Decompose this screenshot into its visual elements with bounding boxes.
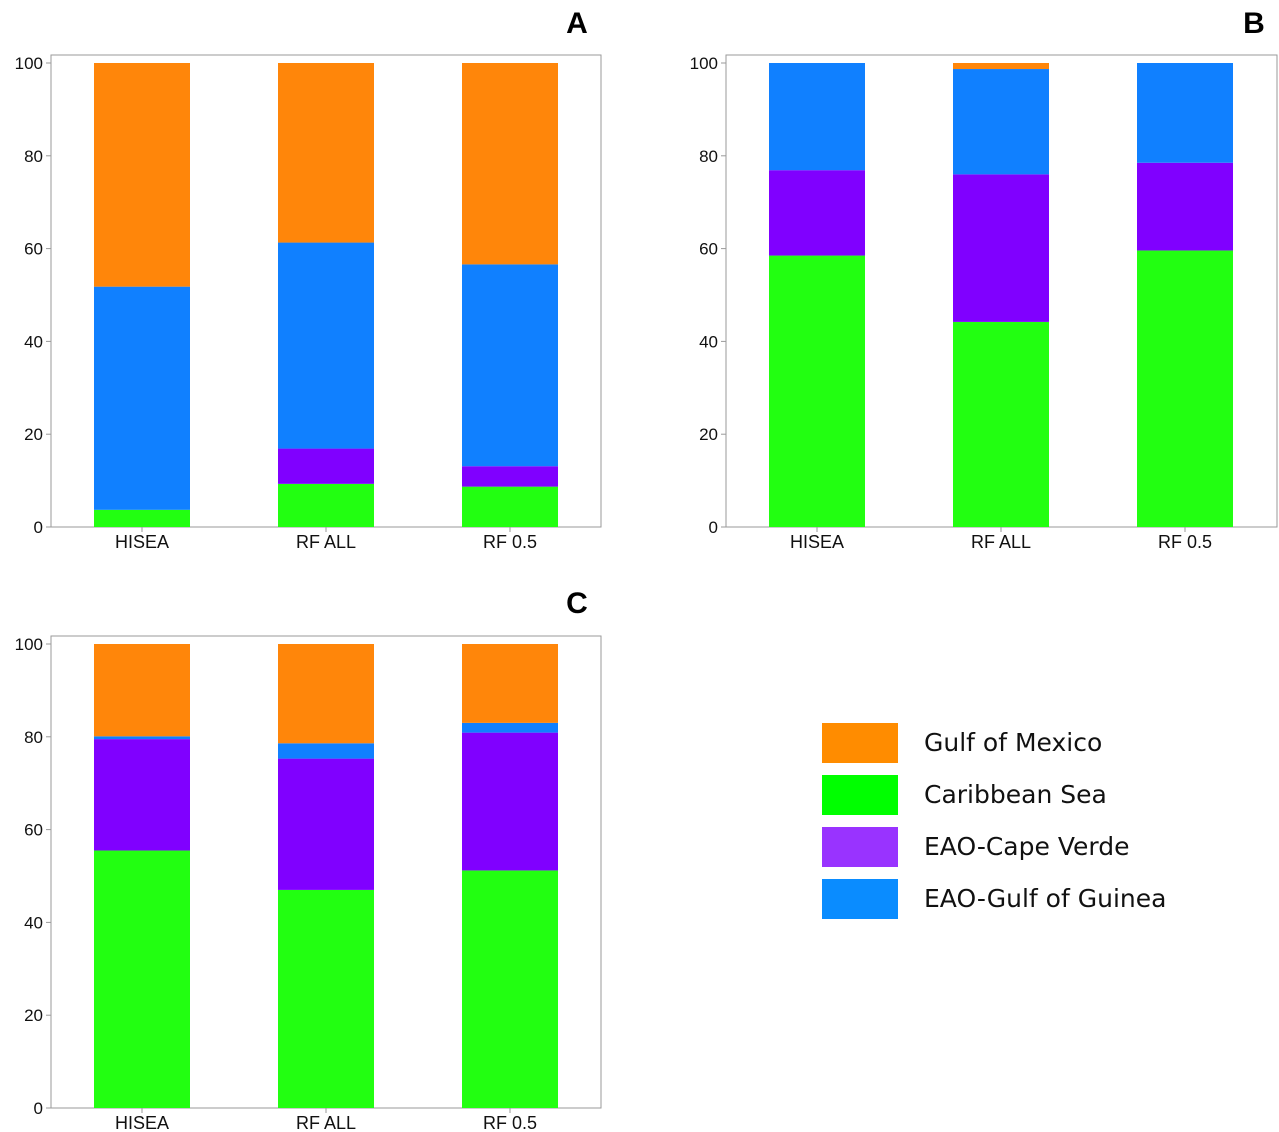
x-category-label: HISEA <box>115 1113 169 1132</box>
y-tick-label: 0 <box>709 518 718 537</box>
x-category-label: RF 0.5 <box>1158 532 1212 552</box>
y-tick-label: 80 <box>24 147 43 166</box>
bar-segment-eao-gulf-of-guinea <box>94 286 190 510</box>
x-category-label: RF 0.5 <box>483 1113 537 1132</box>
panel-letter: B <box>1243 7 1265 40</box>
bar-segment-eao-gulf-of-guinea <box>462 722 558 733</box>
y-tick-label: 20 <box>24 425 43 444</box>
bar-segment-eao-gulf-of-guinea <box>953 69 1049 175</box>
bar-segment-eao-cape-verde <box>769 170 865 256</box>
y-tick-label: 0 <box>34 518 43 537</box>
chart-panel-b: B 0 20 40 60 80 100 HISEA RF ALL RF 0.5 <box>690 7 1278 552</box>
bar-segment-eao-gulf-of-guinea <box>278 743 374 759</box>
bar-segment-caribbean-sea <box>462 870 558 1108</box>
bar-segment-gulf-of-mexico <box>278 644 374 744</box>
bar-segment-gulf-of-mexico <box>94 63 190 287</box>
y-tick-label: 100 <box>15 54 43 73</box>
bar-segment-eao-cape-verde <box>462 732 558 871</box>
bar-segment-eao-cape-verde <box>278 758 374 890</box>
legend-swatch-eao-cape-verde <box>822 827 898 867</box>
bar-segment-gulf-of-mexico <box>462 644 558 723</box>
legend-label-eao-gulf-of-guinea: EAO-Gulf of Guinea <box>924 884 1166 913</box>
bar-segment-gulf-of-mexico <box>278 63 374 243</box>
panel-letter: A <box>566 7 588 40</box>
bar-segment-caribbean-sea <box>769 255 865 527</box>
bar-segment-caribbean-sea <box>278 483 374 527</box>
legend-label-gulf-of-mexico: Gulf of Mexico <box>924 728 1102 757</box>
y-tick-label: 60 <box>24 240 43 259</box>
legend-swatch-gulf-of-mexico <box>822 723 898 763</box>
y-tick-label: 60 <box>699 240 718 259</box>
bar-segment-eao-cape-verde <box>94 739 190 851</box>
legend: Gulf of Mexico Caribbean Sea EAO-Cape Verd… <box>822 723 1166 919</box>
bar-segment-eao-gulf-of-guinea <box>278 242 374 449</box>
y-tick-label: 0 <box>34 1099 43 1118</box>
bar-segment-gulf-of-mexico <box>94 644 190 737</box>
y-tick-label: 100 <box>15 635 43 654</box>
bar-segment-gulf-of-mexico <box>462 63 558 265</box>
x-category-label: RF ALL <box>296 532 356 552</box>
x-category-label: RF 0.5 <box>483 532 537 552</box>
y-tick-label: 20 <box>699 425 718 444</box>
y-tick-label: 60 <box>24 821 43 840</box>
x-category-label: HISEA <box>790 532 844 552</box>
bar-segment-eao-gulf-of-guinea <box>462 264 558 467</box>
chart-panel-c: C 0 20 40 60 80 100 HISEA RF ALL RF 0.5 <box>15 587 602 1132</box>
bar-segment-gulf-of-mexico <box>953 63 1049 70</box>
legend-swatch-eao-gulf-of-guinea <box>822 879 898 919</box>
y-tick-label: 40 <box>24 913 43 932</box>
bar-segment-eao-gulf-of-guinea <box>1137 63 1233 163</box>
bar-segment-caribbean-sea <box>94 850 190 1108</box>
bar-segment-caribbean-sea <box>94 509 190 527</box>
bar-segment-caribbean-sea <box>953 321 1049 527</box>
panel-letter: C <box>566 587 588 620</box>
bar-segment-eao-gulf-of-guinea <box>94 736 190 740</box>
bar-segment-eao-cape-verde <box>1137 162 1233 251</box>
legend-swatch-caribbean-sea <box>822 775 898 815</box>
bar-segment-caribbean-sea <box>462 486 558 527</box>
bar-segment-eao-gulf-of-guinea <box>769 63 865 171</box>
bar-segment-caribbean-sea <box>1137 250 1233 527</box>
chart-panel-a: A 0 20 40 60 80 100 HISEA RF ALL RF 0.5 <box>15 7 602 552</box>
bar-segment-caribbean-sea <box>278 889 374 1108</box>
x-category-label: RF ALL <box>971 532 1031 552</box>
bar-segment-eao-cape-verde <box>278 448 374 484</box>
y-tick-label: 40 <box>699 332 718 351</box>
x-category-label: RF ALL <box>296 1113 356 1132</box>
y-tick-label: 40 <box>24 332 43 351</box>
y-tick-label: 80 <box>699 147 718 166</box>
bar-segment-eao-cape-verde <box>462 466 558 487</box>
legend-label-eao-cape-verde: EAO-Cape Verde <box>924 832 1129 861</box>
y-tick-label: 100 <box>690 54 718 73</box>
legend-label-caribbean-sea: Caribbean Sea <box>924 780 1107 809</box>
bar-segment-eao-cape-verde <box>953 174 1049 322</box>
y-tick-label: 80 <box>24 728 43 747</box>
y-tick-label: 20 <box>24 1006 43 1025</box>
x-category-label: HISEA <box>115 532 169 552</box>
